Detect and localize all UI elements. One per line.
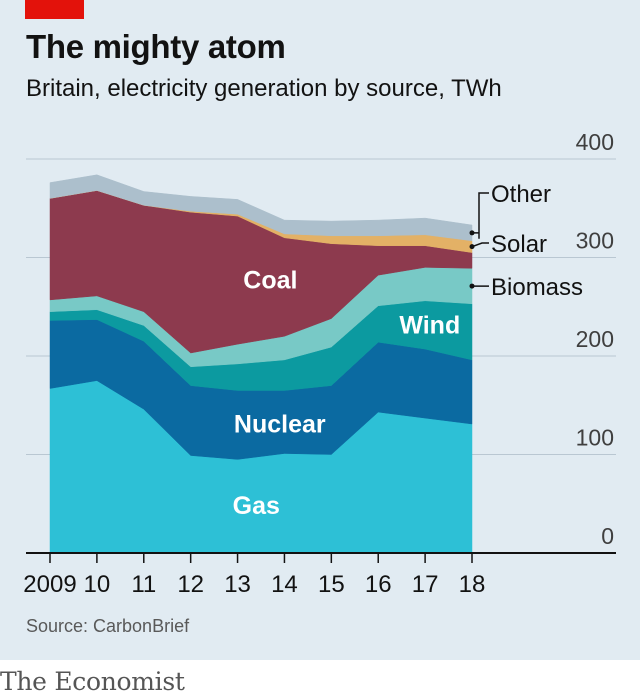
chart-subtitle: Britain, electricity generation by sourc… xyxy=(26,75,502,102)
nuclear-area-label: Nuclear xyxy=(234,411,326,439)
x-tick-label: 14 xyxy=(271,571,298,598)
x-tick-label: 16 xyxy=(365,571,392,598)
other-area xyxy=(49,174,473,242)
y-tick-label: 200 xyxy=(576,326,614,352)
other-marker-dot xyxy=(469,230,475,236)
source-note: Source: CarbonBrief xyxy=(26,616,190,636)
y-tick-label: 400 xyxy=(576,129,614,155)
x-tick-label: 12 xyxy=(177,571,204,598)
solar-leader-line xyxy=(471,242,489,248)
other-leader-line xyxy=(472,192,489,239)
x-tick-label: 13 xyxy=(224,571,251,598)
biomass-marker-dot xyxy=(469,283,475,289)
x-tick-label: 11 xyxy=(131,571,156,598)
other-callout-label: Other xyxy=(491,181,551,208)
x-tick-label: 17 xyxy=(412,571,439,598)
stacked-area-chart: Gas Nuclear Wind Coal Other Solar Biomass 0 10… xyxy=(23,129,616,598)
y-tick-label: 300 xyxy=(576,228,614,254)
solar-callout-label: Solar xyxy=(491,231,547,258)
x-tick-label: 18 xyxy=(459,571,486,598)
biomass-callout-label: Biomass xyxy=(491,274,583,301)
solar-marker-dot xyxy=(469,244,475,250)
y-tick-label: 100 xyxy=(576,425,614,451)
brand-logo-text: The Economist xyxy=(0,667,185,696)
brand-bar xyxy=(0,660,640,697)
x-tick-label: 2009 xyxy=(23,571,76,598)
y-tick-label: 0 xyxy=(601,523,614,549)
gas-area-label: Gas xyxy=(233,492,280,520)
coal-area-label: Coal xyxy=(243,267,297,295)
wind-area-label: Wind xyxy=(399,312,460,340)
x-tick-label: 15 xyxy=(318,571,345,598)
brand-red-tag xyxy=(25,0,84,19)
chart-title: The mighty atom xyxy=(26,28,286,65)
x-tick-label: 10 xyxy=(84,571,111,598)
